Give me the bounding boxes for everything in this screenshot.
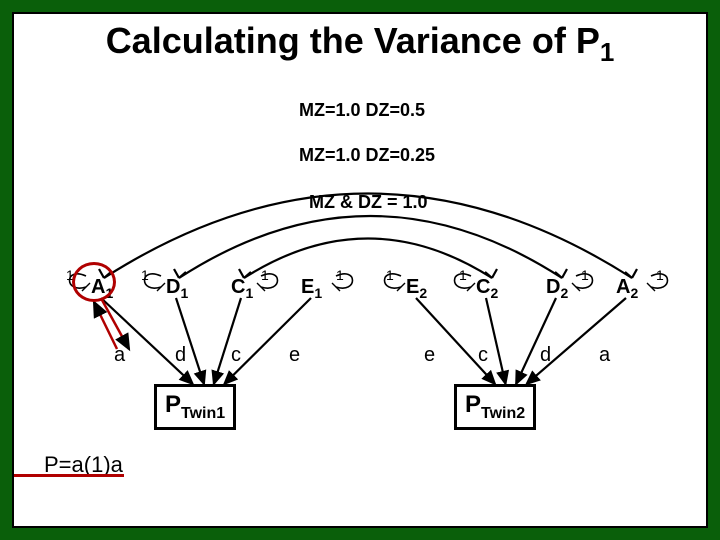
slide-frame: { "title_html": "Calculating the Varianc… — [0, 0, 720, 540]
node-D2: D2 — [546, 276, 568, 301]
path-coef: c — [478, 344, 488, 367]
node-E2: E2 — [406, 276, 427, 301]
arc-label-mid: MZ=1.0 DZ=0.25 — [299, 145, 435, 166]
variance-one: 1 — [261, 267, 269, 283]
path-coef: d — [175, 344, 186, 367]
path-coef: a — [114, 344, 125, 367]
variance-one: 1 — [336, 267, 344, 283]
path-coef: e — [289, 344, 300, 367]
red-highlight-circle — [72, 262, 116, 302]
path-coef: e — [424, 344, 435, 367]
node-D1: D1 — [166, 276, 188, 301]
node-E1: E1 — [301, 276, 322, 301]
node-C2: C2 — [476, 276, 498, 301]
ptwin2-box: PTwin2 — [454, 384, 536, 430]
slide-title: Calculating the Variance of P1 — [14, 20, 706, 68]
arc-label-low: MZ & DZ = 1.0 — [309, 192, 428, 213]
ptwin1-box: PTwin1 — [154, 384, 236, 430]
node-A2: A2 — [616, 276, 638, 301]
path-coef: a — [599, 344, 610, 367]
arc-label-top: MZ=1.0 DZ=0.5 — [299, 100, 425, 121]
variance-one: 1 — [656, 267, 664, 283]
variance-one: 1 — [141, 267, 149, 283]
red-underline — [14, 474, 124, 477]
variance-one: 1 — [386, 267, 394, 283]
slide-content: { "title_html": "Calculating the Varianc… — [12, 12, 708, 528]
node-C1: C1 — [231, 276, 253, 301]
path-coef: c — [231, 344, 241, 367]
path-coef: d — [540, 344, 551, 367]
variance-one: 1 — [581, 267, 589, 283]
variance-one: 1 — [459, 267, 467, 283]
